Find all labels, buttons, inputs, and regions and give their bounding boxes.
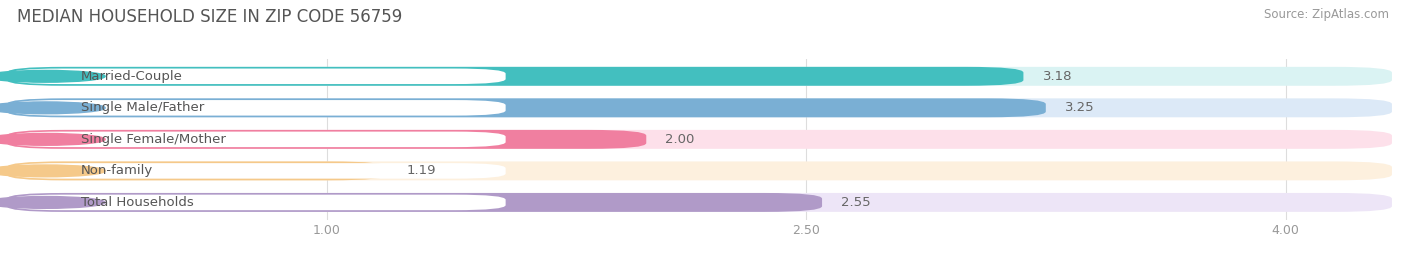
Text: Single Female/Mother: Single Female/Mother xyxy=(80,133,225,146)
Text: Single Male/Father: Single Male/Father xyxy=(80,101,204,114)
Text: 2.55: 2.55 xyxy=(841,196,870,209)
Circle shape xyxy=(0,70,105,82)
FancyBboxPatch shape xyxy=(7,98,1392,117)
Text: Total Households: Total Households xyxy=(80,196,193,209)
Text: 3.25: 3.25 xyxy=(1064,101,1095,114)
FancyBboxPatch shape xyxy=(7,130,647,149)
Text: 1.19: 1.19 xyxy=(406,164,436,177)
FancyBboxPatch shape xyxy=(7,161,388,180)
Text: 3.18: 3.18 xyxy=(1043,70,1073,83)
FancyBboxPatch shape xyxy=(10,163,506,179)
FancyBboxPatch shape xyxy=(7,130,1392,149)
FancyBboxPatch shape xyxy=(7,161,1392,180)
FancyBboxPatch shape xyxy=(10,69,506,84)
FancyBboxPatch shape xyxy=(10,195,506,210)
FancyBboxPatch shape xyxy=(7,67,1024,86)
Circle shape xyxy=(0,102,105,114)
Circle shape xyxy=(0,196,105,208)
FancyBboxPatch shape xyxy=(10,100,506,116)
FancyBboxPatch shape xyxy=(7,193,823,212)
Text: Non-family: Non-family xyxy=(80,164,153,177)
Text: MEDIAN HOUSEHOLD SIZE IN ZIP CODE 56759: MEDIAN HOUSEHOLD SIZE IN ZIP CODE 56759 xyxy=(17,8,402,26)
Circle shape xyxy=(0,133,105,145)
FancyBboxPatch shape xyxy=(7,98,1046,117)
FancyBboxPatch shape xyxy=(7,67,1392,86)
FancyBboxPatch shape xyxy=(10,132,506,147)
Text: Source: ZipAtlas.com: Source: ZipAtlas.com xyxy=(1264,8,1389,21)
Circle shape xyxy=(0,165,105,177)
FancyBboxPatch shape xyxy=(7,193,1392,212)
Text: Married-Couple: Married-Couple xyxy=(80,70,183,83)
Text: 2.00: 2.00 xyxy=(665,133,695,146)
